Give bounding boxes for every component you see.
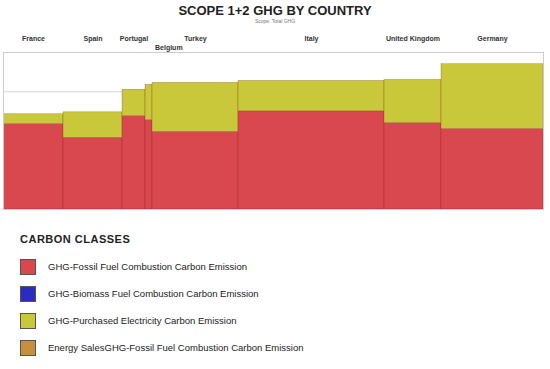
html-text:Scope: Total GHG: Scope: Total GHG <box>254 18 296 24</box>
svg-text:Belgium: Belgium <box>155 44 183 52</box>
svg-text:France: France <box>22 35 45 42</box>
svg-text:Turkey: Turkey <box>184 35 207 43</box>
svg-text:Italy: Italy <box>304 35 318 43</box>
svg-text:Germany: Germany <box>477 35 507 43</box>
html-text:CARBON CLASSES: CARBON CLASSES <box>20 233 131 245</box>
html-text:SCOPE 1+2 GHG BY COUNTRY: SCOPE 1+2 GHG BY COUNTRY <box>178 3 372 18</box>
svg-text:Portugal: Portugal <box>120 35 148 43</box>
html-text:GHG-Purchased Electricity Carb: GHG-Purchased Electricity Carbon Emissio… <box>48 315 237 326</box>
svg-text:United Kingdom: United Kingdom <box>386 35 440 43</box>
html-text:GHG-Biomass Fuel Combustion Ca: GHG-Biomass Fuel Combustion Carbon Emiss… <box>48 288 259 299</box>
html-text:GHG-Fossil Fuel Combustion Car: GHG-Fossil Fuel Combustion Carbon Emissi… <box>48 261 247 272</box>
html-text:Energy SalesGHG-Fossil Fuel Co: Energy SalesGHG-Fossil Fuel Combustion C… <box>48 342 304 353</box>
svg-text:Spain: Spain <box>83 35 102 43</box>
